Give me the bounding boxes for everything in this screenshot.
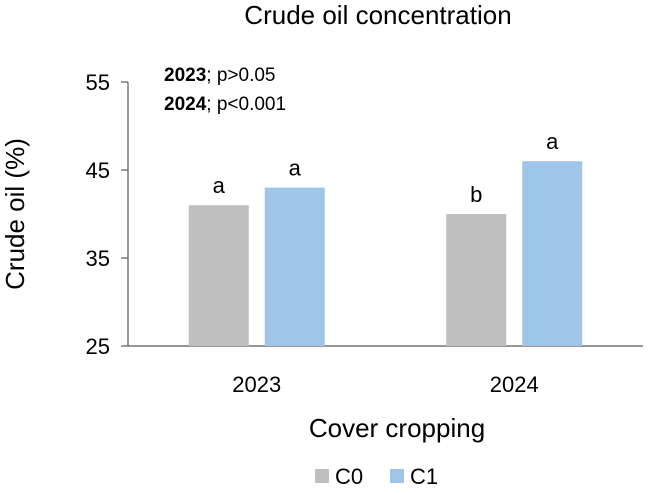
legend-swatch-c1 <box>390 469 404 483</box>
bar-c1-2023 <box>264 187 325 346</box>
y-tick-label: 45 <box>86 158 110 183</box>
legend-label-c0: C0 <box>335 464 363 489</box>
plot-area: 25 35 45 55 2023 a a 2024 b a <box>86 70 643 397</box>
x-category-label: 2024 <box>490 372 539 397</box>
legend-swatch-c0 <box>315 469 329 483</box>
y-axis-label: Crude oil (%) <box>0 138 30 290</box>
x-category-label: 2023 <box>232 372 281 397</box>
bar-c0-2023 <box>188 205 249 346</box>
annotation-2024-year: 2024 <box>164 94 207 115</box>
annotation-2023: 2023; p>0.05 <box>164 65 275 86</box>
legend: C0 C1 <box>315 464 438 489</box>
y-tick-label: 25 <box>86 334 110 359</box>
annotation-2024-stat: ; p<0.001 <box>206 94 286 115</box>
annotation-2023-year: 2023 <box>164 65 206 86</box>
x-axis-label: Cover cropping <box>309 413 485 443</box>
annotation-2023-stat: ; p>0.05 <box>206 65 275 86</box>
chart-title: Crude oil concentration <box>244 0 511 30</box>
significance-letter: a <box>213 173 226 198</box>
bar-c1-2024 <box>522 161 583 346</box>
y-tick-label: 35 <box>86 246 110 271</box>
significance-letter: b <box>470 182 482 207</box>
annotation-2024: 2024; p<0.001 <box>164 94 286 115</box>
significance-letter: a <box>546 129 559 154</box>
y-tick-label: 55 <box>86 70 110 95</box>
bar-c0-2024 <box>446 214 507 346</box>
legend-label-c1: C1 <box>410 464 438 489</box>
significance-letter: a <box>289 156 302 181</box>
